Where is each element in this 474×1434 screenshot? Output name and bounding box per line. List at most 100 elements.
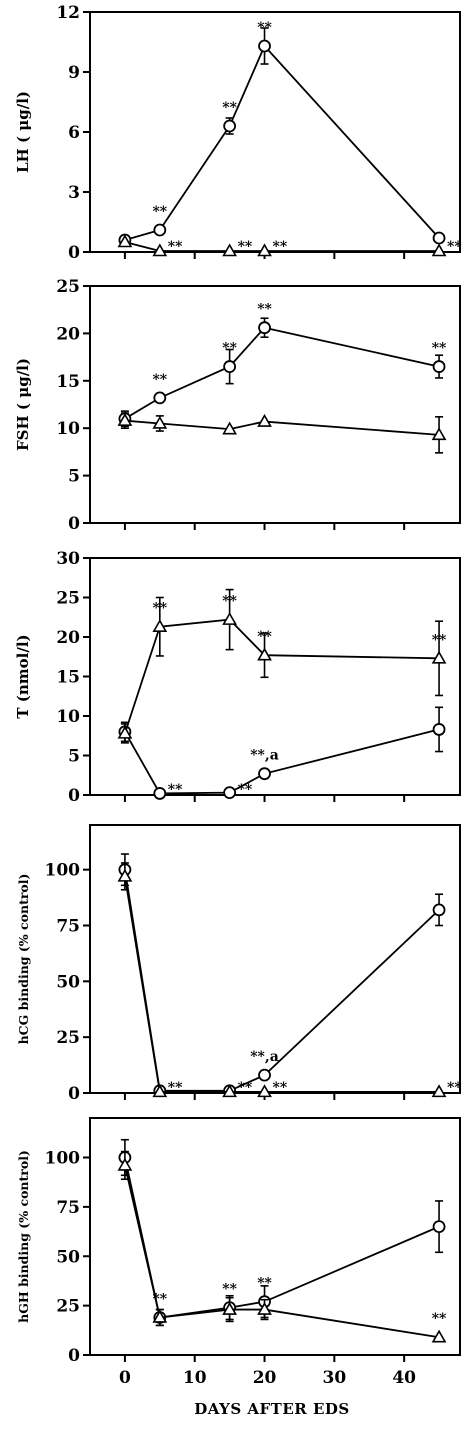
data-point-triangle [257,647,272,661]
y-tick-label: 10 [56,707,80,727]
data-point-circle [258,321,271,335]
x-tick-label: 30 [323,1368,347,1388]
data-point-triangle [222,1301,238,1315]
significance-label: ** [257,20,272,36]
y-tick-label: 50 [56,1247,80,1267]
data-point-triangle [152,1309,168,1323]
significance-label: ** [432,632,447,648]
data-point-triangle [431,650,447,664]
data-point-triangle [117,868,133,882]
data-point-triangle [431,1084,447,1098]
significance-label: ** [152,372,167,388]
series-line-triangle [124,1165,440,1339]
data-point-circle [258,1068,271,1082]
significance-label: ** [257,629,272,645]
series-line-circle [124,44,440,241]
y-tick-label: 12 [56,3,80,23]
data-point-triangle [152,1084,168,1098]
chart-panel-2: 0 5 10 15 20 25 FSH ( μg/l) ** ** ** ** [14,277,461,534]
data-point-triangle [117,725,133,739]
y-tick-label: 75 [56,1198,80,1218]
y-tick-label: 6 [68,123,80,143]
significance-label: ** [152,1291,167,1307]
x-tick-label: 40 [392,1368,416,1388]
data-point-circle [258,39,271,53]
significance-label: ** [222,100,237,116]
data-point-circle [432,723,446,736]
significance-label: ** [222,594,237,610]
data-point-circle [223,786,237,800]
y-tick-label: 25 [56,1028,80,1048]
chart-panel-1: 0 3 6 9 12 LH ( μg/l) ** ** ** ** ** ** ** [14,3,462,263]
data-point-triangle [117,1157,133,1171]
data-point-triangle [431,243,447,257]
data-point-triangle [222,243,238,257]
y-tick-label: 10 [56,419,80,439]
series-line-circle [124,326,440,420]
data-point-circle [432,1220,446,1234]
series-line-circle [124,1157,440,1319]
plot-frame [89,285,461,524]
y-tick-label: 0 [68,1346,80,1366]
significance-label: ** [168,782,183,798]
y-tick-label: 25 [56,277,80,297]
y-tick-label: 0 [68,786,80,806]
plot-frame [89,824,461,1094]
data-point-circle [153,391,167,405]
y-tick-label: 50 [56,972,80,992]
chart-panel-3: 0 5 10 15 20 25 30 T (nmol/l) ** ** ** ** ** ** **,a [14,549,461,806]
y-tick-label: 15 [56,372,80,392]
y-tick-label: 0 [68,514,80,534]
significance-label: ** [432,341,447,357]
series-line-triangle [124,419,440,436]
significance-label: ** [222,341,237,357]
y-tick-label: 30 [56,549,80,569]
significance-label: ** [447,1080,462,1096]
data-point-triangle [222,612,238,625]
significance-label: ** [273,239,288,255]
data-point-triangle [257,413,272,427]
chart-panel-4: 0 25 50 75 100 hCG binding (% control) ** ** **,… [16,824,462,1104]
data-point-circle [223,360,237,373]
y-axis-label: hCG binding (% control) [16,874,31,1045]
data-point-circle [153,787,167,800]
data-point-circle [432,360,446,373]
y-tick-label: 0 [68,243,80,263]
significance-label: ** [152,601,167,617]
y-axis-label: T (nmol/l) [14,634,32,718]
y-tick-label: 100 [45,861,81,881]
significance-label: ** [257,302,272,318]
y-tick-label: 5 [68,467,80,487]
x-axis-title: DAYS AFTER EDS [194,1400,350,1418]
data-point-triangle [257,243,272,257]
significance-label: **,a [250,1049,279,1065]
series-line-circle [124,869,440,1092]
significance-label: ** [238,239,253,255]
y-tick-label: 15 [56,668,80,688]
significance-label: ** [257,1276,272,1292]
series-line-triangle [124,618,440,734]
data-point-triangle [431,1329,447,1343]
significance-label: ** [432,1311,447,1327]
panels-layer: 0 3 6 9 12 LH ( μg/l) ** ** ** ** ** ** ** 0 5 10 15 20 25… [14,3,462,1388]
y-tick-label: 20 [56,324,80,344]
data-point-triangle [117,234,133,248]
y-tick-label: 0 [68,1084,80,1104]
plot-frame [89,11,461,253]
y-axis-label: hGH binding (% control) [16,1150,31,1323]
x-tick-label: 10 [183,1368,207,1388]
data-point-triangle [222,1084,238,1098]
y-tick-label: 9 [68,63,80,83]
y-tick-label: 20 [56,628,80,648]
data-point-triangle [152,415,168,429]
y-tick-label: 25 [56,589,80,609]
data-point-circle [223,119,237,133]
y-tick-label: 75 [56,917,80,937]
y-tick-label: 3 [68,183,80,203]
data-point-triangle [152,243,168,257]
significance-label: ** [273,1080,288,1096]
data-point-circle [153,223,167,237]
significance-label: ** [222,1282,237,1298]
y-tick-label: 5 [68,747,80,767]
